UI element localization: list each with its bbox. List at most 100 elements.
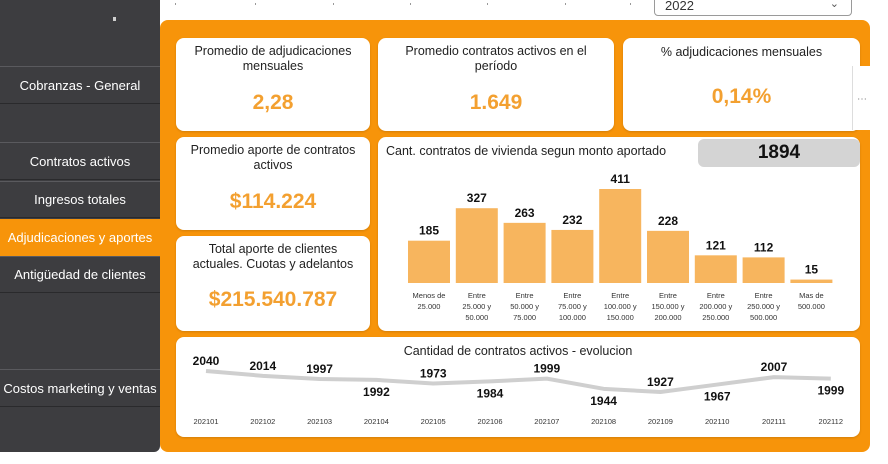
x-tick-label: 202103 [307,417,332,426]
sidebar-item-label: Adjudicaciones y aportes [7,230,153,245]
kpi-value: 1.649 [469,91,523,114]
point-value-label: 1944 [590,394,617,408]
sidebar-item-cobranzas-general[interactable]: Cobranzas - General [0,66,160,104]
bar-category-label: 200.000 y [699,302,732,311]
bar[interactable] [599,189,642,283]
bar-category-label: Entre [707,291,725,300]
bar-category-label: 150.000 y [652,302,685,311]
kpi-value: $114.224 [229,190,317,213]
kpi-card-total-contribution: Total aporte de clientes actuales. Cuota… [176,236,370,331]
logo-mark [113,17,116,21]
bar-value-label: 228 [658,214,678,228]
point-value-label: 1999 [533,362,560,376]
point-value-label: 1967 [704,390,731,404]
kpi-value: 0,14% [711,85,772,108]
bar-value-label: 327 [467,191,487,205]
sidebar-item-label: Costos marketing y ventas [3,380,157,396]
bar[interactable] [694,255,737,283]
bar[interactable] [408,240,450,283]
series-line [205,369,831,394]
sidebar-item-costos-marketing-ventas[interactable]: Costos marketing y ventas [0,369,160,407]
x-tick-label: 202108 [591,417,616,426]
bar-category-label: Entre [516,291,534,300]
year-filter-dropdown[interactable]: 2022 ⌄ [654,0,852,16]
bar-category-label: 500.000 [750,313,777,322]
x-tick-label: 202109 [648,417,673,426]
bar-value-label: 232 [562,213,582,227]
point-value-label: 1992 [363,385,390,399]
bar-chart: Cant. contratos de vivienda segun monto … [386,144,833,322]
chart-title: Cant. contratos de vivienda segun monto … [386,144,666,158]
sidebar-item-label: Ingresos totales [34,192,126,207]
bar[interactable] [455,208,498,283]
x-tick-label: 202111 [762,417,786,426]
sidebar-item-label: Contratos activos [29,153,131,169]
sidebar-item-label: Antigüedad de clientes [14,267,146,282]
bar-value-label: 185 [419,224,439,238]
bar-category-label: 250.000 y [747,302,780,311]
main-panel: Promedio de adjudicaciones mensuales 2,2… [160,20,870,452]
point-value-label: 1999 [817,384,844,398]
year-filter-value: 2022 [665,0,694,13]
bar-category-label: Mas de [799,291,824,300]
kpi-card-avg-awards: Promedio de adjudicaciones mensuales 2,2… [176,38,370,131]
clipped-visual-edge: ⋯ [852,66,888,130]
sidebar-item-adjudicaciones-aportes[interactable]: Adjudicaciones y aportes [0,219,160,256]
kpi-value: 2,28 [252,91,294,114]
x-tick-label: 202104 [364,417,389,426]
point-value-label: 1997 [306,362,333,376]
bar-category-label: 75.000 [513,313,536,322]
bar-category-label: 500.000 [798,302,825,311]
kpi-card-avg-active: Promedio contratos activos en el período… [378,38,614,131]
kpi-title: Promedio contratos activos en el período [405,44,587,73]
bar-category-label: Entre [659,291,677,300]
kpi-title: Promedio aporte de contratos activos [190,143,356,172]
bar[interactable] [551,229,594,283]
housing-count-value: 1894 [698,139,860,167]
bar-category-label: Menos de [413,291,446,300]
chart-card-housing-by-contribution: Cant. contratos de vivienda segun monto … [378,137,860,331]
bar-value-label: 112 [754,240,774,254]
bar-category-label: Entre [563,291,581,300]
kpi-value: $215.540.787 [208,288,338,311]
chevron-down-icon: ⌄ [829,0,839,10]
more-options-icon[interactable]: ⋯ [857,94,867,105]
sidebar-item-antiguedad-clientes[interactable]: Antigüedad de clientes [0,256,160,293]
bar-value-label: 263 [515,206,535,220]
kpi-title: % adjudicaciones mensuales [660,45,823,59]
bar-category-label: 150.000 [607,313,634,322]
top-divider-ticks [175,3,635,15]
kpi-title: Promedio de adjudicaciones mensuales [194,44,352,73]
bar-category-label: 250.000 [702,313,729,322]
sidebar-item-ingresos-totales[interactable]: Ingresos totales [0,181,160,218]
x-tick-label: 202105 [421,417,446,426]
bar-value-label: 121 [706,238,726,252]
sidebar-item-contratos-activos[interactable]: Contratos activos [0,142,160,180]
bar[interactable] [790,279,833,283]
bar-category-label: 75.000 y [558,302,587,311]
bar-category-label: Entre [611,291,629,300]
x-tick-label: 202101 [193,417,218,426]
bar-value-label: 411 [611,172,631,186]
bar-category-label: 200.000 [654,313,681,322]
bar[interactable] [742,257,785,283]
kpi-title: Total aporte de clientes actuales. Cuota… [192,242,354,271]
bar-category-label: 50.000 y [510,302,539,311]
line-chart: Cantidad de contratos activos - evolucio… [193,344,845,426]
bar-category-label: Entre [468,291,486,300]
point-value-label: 2007 [761,360,788,374]
chart-title: Cantidad de contratos activos - evolucio… [404,344,633,358]
sidebar: Cobranzas - General Contratos activos In… [0,0,160,452]
bar-category-label: 50.000 [465,313,488,322]
bar-category-label: Entre [755,291,773,300]
kpi-card-pct-awards: % adjudicaciones mensuales 0,14% [623,38,860,131]
bar[interactable] [647,230,689,283]
bar-category-label: 100.000 y [604,302,637,311]
bar[interactable] [503,222,546,283]
bar-value-label: 15 [805,263,819,277]
x-tick-label: 202107 [534,417,559,426]
point-value-label: 1973 [420,366,447,380]
bar-category-label: 25.000 [418,302,441,311]
bar-category-label: 100.000 [559,313,586,322]
